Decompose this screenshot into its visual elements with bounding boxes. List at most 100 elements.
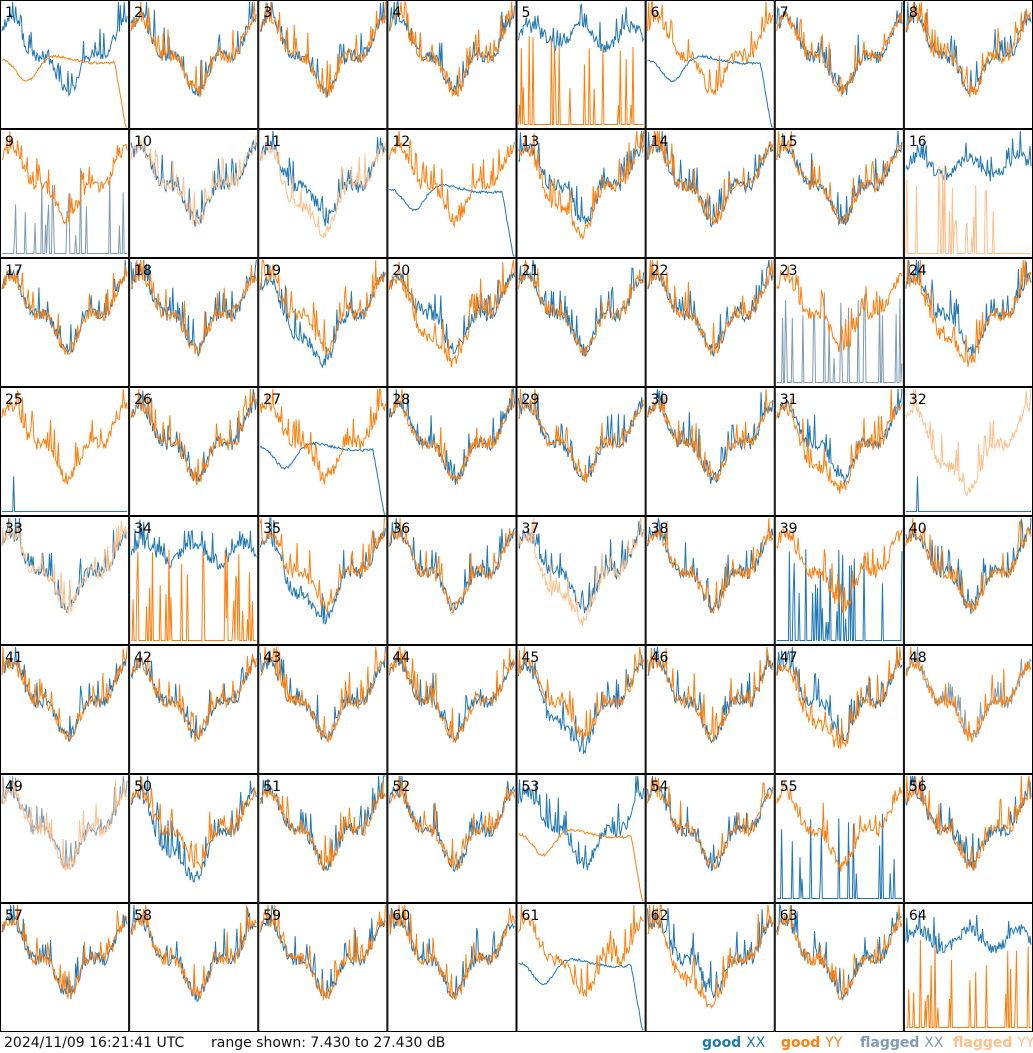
- panel-3-label: 3: [263, 5, 272, 21]
- panel-29-yy-line: [518, 388, 644, 483]
- panel-12-yy-line: [388, 130, 515, 229]
- panel-15-frame: [774, 129, 904, 258]
- panel-30: 30: [645, 387, 775, 516]
- panel-40: 40: [903, 516, 1033, 645]
- panel-22-yy-line: [647, 259, 774, 356]
- panel-22-xx-line: [647, 259, 774, 357]
- panel-28-label: 28: [392, 392, 410, 408]
- panel-11-frame: [258, 129, 388, 258]
- panel-20-label: 20: [392, 263, 410, 279]
- panel-30-frame: [645, 387, 775, 516]
- panel-62-xx-line: [647, 908, 774, 999]
- panel-49: 49: [0, 774, 130, 903]
- panel-50-xx-line: [130, 775, 257, 883]
- panel-34-yy-line: [131, 549, 257, 641]
- panel-26-yy-line: [130, 388, 257, 486]
- panel-40-label: 40: [909, 521, 927, 537]
- panel-5-xx-line: [518, 3, 645, 53]
- legend-flagged-xx-word: flagged: [860, 1035, 920, 1051]
- panel-38-label: 38: [651, 521, 669, 537]
- panel-32-xx-line: [905, 476, 1031, 512]
- panel-26: 26: [129, 387, 259, 516]
- panel-37-label: 37: [522, 521, 540, 537]
- panel-3: 3: [258, 0, 388, 129]
- panel-34: 34: [129, 516, 259, 645]
- panel-18-yy-line: [130, 259, 257, 355]
- panel-34-label: 34: [134, 521, 152, 537]
- panel-41-frame: [0, 645, 130, 774]
- panel-33-yy-line: [1, 517, 128, 615]
- panel-16-label: 16: [909, 134, 927, 150]
- panel-56: 56: [903, 774, 1033, 903]
- panel-39: 39: [774, 516, 904, 645]
- panel-60-label: 60: [392, 908, 410, 924]
- panel-60: 60: [387, 903, 517, 1032]
- panel-54-label: 54: [651, 779, 669, 795]
- panel-6-yy-line: [647, 1, 774, 95]
- panel-13: 13: [516, 129, 646, 258]
- panel-33-frame: [0, 516, 130, 645]
- panel-64-yy-line: [905, 939, 1031, 1028]
- panel-30-label: 30: [651, 392, 669, 408]
- panel-11-label: 11: [263, 134, 281, 150]
- panel-13-xx-line: [518, 130, 645, 225]
- panel-35-yy-line: [259, 517, 386, 615]
- panel-9-yy-line: [1, 130, 128, 225]
- panel-28: 28: [387, 387, 517, 516]
- panel-18-label: 18: [134, 263, 152, 279]
- panel-44-label: 44: [392, 650, 410, 666]
- panel-14-yy-line: [647, 130, 774, 225]
- panel-49-yy-line: [1, 778, 128, 872]
- panel-57-yy-line: [1, 904, 128, 999]
- panel-34-xx-line: [130, 519, 257, 571]
- panel-2-yy-line: [130, 1, 257, 99]
- panel-47-label: 47: [780, 650, 798, 666]
- panel-6-label: 6: [651, 5, 660, 21]
- panel-8-yy-line: [905, 1, 1032, 98]
- legend-good-yy-word: good: [781, 1035, 821, 1051]
- panel-37-xx-line: [518, 517, 644, 614]
- panel-59: 59: [258, 903, 388, 1032]
- panel-31-label: 31: [780, 392, 798, 408]
- panel-57-frame: [0, 903, 130, 1032]
- panel-30-yy-line: [647, 388, 774, 483]
- panel-52-label: 52: [392, 779, 410, 795]
- panel-53-yy-line: [518, 828, 644, 902]
- panel-63-xx-line: [776, 903, 902, 1002]
- panel-46-label: 46: [651, 650, 669, 666]
- panel-59-label: 59: [263, 908, 281, 924]
- panel-17-label: 17: [5, 263, 23, 279]
- panel-18-xx-line: [130, 259, 257, 358]
- panel-43: 43: [258, 645, 388, 774]
- panel-2: 2: [129, 0, 259, 129]
- panel-6-frame: [645, 0, 775, 129]
- panel-7-yy-line: [776, 11, 903, 97]
- panel-63: 63: [774, 903, 904, 1032]
- legend-flagged-xx-pol: XX: [924, 1035, 944, 1051]
- panel-42-label: 42: [134, 650, 152, 666]
- panel-37: 37: [516, 516, 646, 645]
- panel-25: 25: [0, 387, 130, 516]
- panel-55: 55: [774, 774, 904, 903]
- panel-57: 57: [0, 903, 130, 1032]
- panel-15-label: 15: [780, 134, 798, 150]
- panel-28-frame: [387, 387, 517, 516]
- panel-62-yy-line: [647, 904, 774, 1009]
- panel-1: 1: [0, 0, 130, 129]
- panel-3-xx-line: [260, 1, 386, 98]
- panel-31: 31: [774, 387, 904, 516]
- panel-23-label: 23: [780, 263, 798, 279]
- panel-52: 52: [387, 774, 517, 903]
- panel-43-yy-line: [260, 646, 386, 744]
- panel-50: 50: [129, 774, 259, 903]
- panel-41-yy-line: [1, 646, 128, 743]
- panel-23: 23: [774, 258, 904, 387]
- panel-40-yy-line: [905, 517, 1032, 614]
- panel-27-yy-line: [259, 388, 386, 485]
- panel-36-label: 36: [392, 521, 410, 537]
- panel-11-yy-line: [259, 142, 386, 239]
- panel-13-label: 13: [522, 134, 540, 150]
- panel-56-label: 56: [909, 779, 927, 795]
- panel-31-yy-line: [776, 388, 903, 494]
